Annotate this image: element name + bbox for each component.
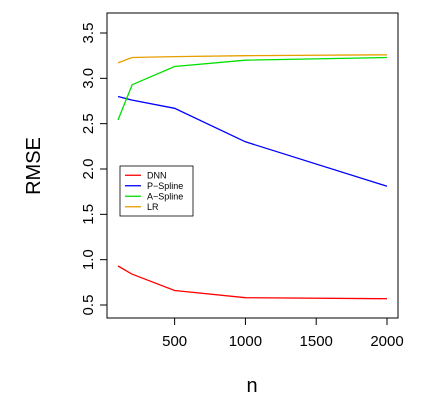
series-line-a-spline: [117, 56, 388, 121]
x-tick-label: 500: [162, 333, 187, 350]
y-tick-label: 0.5: [80, 295, 97, 316]
legend-box: [119, 165, 194, 217]
series-line-p-spline: [117, 95, 388, 187]
y-axis-title: RMSE: [23, 137, 45, 195]
y-tick-label: 2.5: [80, 113, 97, 134]
y-tick-label: 1.0: [80, 249, 97, 270]
legend-label: DNN: [147, 170, 167, 180]
x-axis: 500 1000 1500 2000: [162, 318, 404, 350]
y-tick-label: 1.5: [80, 204, 97, 225]
y-tick-label: 3.0: [80, 68, 97, 89]
y-tick-label: 3.5: [80, 23, 97, 44]
series-line-dnn: [117, 265, 388, 300]
legend-label: A−Spline: [147, 191, 183, 201]
series-lines: [117, 54, 388, 300]
legend-label: LR: [147, 202, 159, 212]
y-axis: 0.5 1.0 1.5 2.0 2.5 3.0 3.5: [80, 23, 107, 316]
plot-frame: [106, 12, 399, 319]
x-tick-label: 1500: [300, 333, 333, 350]
x-tick-label: 1000: [229, 333, 262, 350]
series-line-lr: [117, 54, 388, 64]
x-tick-label: 2000: [370, 333, 403, 350]
y-tick-label: 2.0: [80, 159, 97, 180]
legend-label: P−Spline: [147, 181, 183, 191]
x-axis-title: n: [246, 375, 257, 397]
